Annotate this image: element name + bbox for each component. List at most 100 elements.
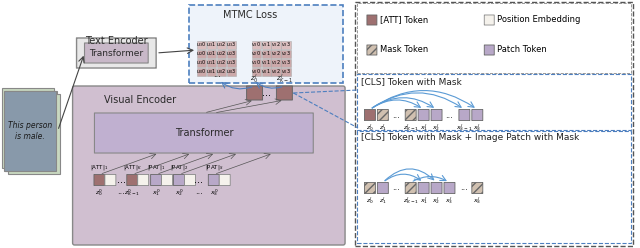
Text: This person
is male.: This person is male.	[8, 121, 52, 141]
Text: $u_13$: $u_13$	[227, 58, 236, 67]
Text: ...: ...	[117, 187, 125, 196]
Text: |PAT|$_2$: |PAT|$_2$	[170, 163, 188, 173]
Bar	[262, 50, 271, 58]
FancyBboxPatch shape	[418, 109, 429, 121]
FancyBboxPatch shape	[357, 131, 632, 243]
Text: $z_1^l$: $z_1^l$	[379, 123, 387, 133]
Text: $u_10$: $u_10$	[196, 58, 207, 67]
FancyBboxPatch shape	[405, 183, 416, 193]
FancyBboxPatch shape	[161, 175, 173, 186]
Text: $u_23$: $u_23$	[227, 49, 236, 58]
Bar	[197, 40, 206, 49]
Text: $z_0^0$: $z_0^0$	[95, 187, 104, 198]
FancyBboxPatch shape	[95, 113, 313, 153]
Text: $u_32$: $u_32$	[216, 40, 227, 49]
FancyBboxPatch shape	[444, 183, 455, 193]
Text: $u_01$: $u_01$	[207, 67, 216, 76]
Bar	[252, 50, 261, 58]
Text: $u_12$: $u_12$	[216, 58, 227, 67]
Bar	[252, 40, 261, 49]
FancyBboxPatch shape	[431, 109, 442, 121]
Text: $z_1^l$: $z_1^l$	[379, 195, 387, 206]
Bar	[217, 50, 226, 58]
Bar	[262, 67, 271, 76]
Text: $v_30$: $v_30$	[252, 40, 261, 49]
Text: Transformer: Transformer	[90, 49, 143, 58]
Text: $x_2^0$: $x_2^0$	[175, 187, 183, 198]
Bar	[197, 59, 206, 67]
Text: $x_2^l$: $x_2^l$	[433, 195, 441, 206]
Text: $x_S^0$: $x_S^0$	[209, 187, 218, 198]
Text: $u_20$: $u_20$	[196, 49, 207, 58]
FancyBboxPatch shape	[127, 175, 138, 186]
Text: $v_23$: $v_23$	[281, 49, 291, 58]
Text: $x_S^l$: $x_S^l$	[473, 195, 481, 206]
Text: $v_11$: $v_11$	[261, 58, 271, 67]
FancyBboxPatch shape	[484, 45, 494, 55]
Text: $z_{K-1}^0$: $z_{K-1}^0$	[124, 187, 140, 198]
FancyBboxPatch shape	[364, 183, 376, 193]
Text: $z_{K-1}^l$: $z_{K-1}^l$	[276, 73, 293, 86]
FancyBboxPatch shape	[484, 15, 494, 25]
FancyBboxPatch shape	[276, 86, 292, 100]
Bar	[217, 67, 226, 76]
Text: Text Encoder: Text Encoder	[85, 36, 148, 46]
Text: $v_32$: $v_32$	[271, 40, 281, 49]
Bar	[271, 40, 281, 49]
Text: $u_00$: $u_00$	[196, 67, 207, 76]
FancyBboxPatch shape	[220, 175, 230, 186]
Text: $x_{S-1}^l$: $x_{S-1}^l$	[456, 123, 472, 133]
Bar	[262, 59, 271, 67]
Text: |ATT|$_1$: |ATT|$_1$	[90, 163, 109, 173]
Text: $x_3^l$: $x_3^l$	[445, 195, 454, 206]
FancyBboxPatch shape	[77, 38, 156, 68]
Text: Position Embedding: Position Embedding	[497, 15, 580, 25]
FancyBboxPatch shape	[84, 43, 148, 63]
Text: $u_33$: $u_33$	[227, 40, 236, 49]
Bar	[8, 94, 60, 174]
Bar	[282, 67, 291, 76]
Bar	[227, 40, 236, 49]
Bar	[271, 50, 281, 58]
Text: ...: ...	[460, 184, 468, 192]
Text: ...: ...	[117, 175, 126, 185]
Bar	[227, 59, 236, 67]
Text: ...: ...	[213, 70, 221, 79]
FancyBboxPatch shape	[246, 86, 262, 100]
Bar	[197, 67, 206, 76]
Text: $v_10$: $v_10$	[252, 58, 261, 67]
Text: $x_1^l$: $x_1^l$	[419, 123, 428, 133]
Text: MTMC Loss: MTMC Loss	[223, 10, 278, 20]
FancyBboxPatch shape	[418, 183, 429, 193]
FancyBboxPatch shape	[138, 175, 148, 186]
Text: $x_2^l$: $x_2^l$	[433, 123, 441, 133]
FancyBboxPatch shape	[184, 175, 195, 186]
Bar	[271, 59, 281, 67]
Bar	[5, 91, 57, 171]
FancyBboxPatch shape	[355, 2, 634, 246]
Text: $v_01$: $v_01$	[261, 67, 271, 76]
Bar	[282, 40, 291, 49]
Text: $v_21$: $v_21$	[261, 49, 271, 58]
Text: [ATT] Token: [ATT] Token	[380, 15, 428, 25]
FancyBboxPatch shape	[378, 183, 388, 193]
Text: $z_0^l$: $z_0^l$	[366, 123, 374, 133]
Bar	[4, 91, 56, 171]
Text: $x_S^l$: $x_S^l$	[473, 123, 481, 133]
FancyBboxPatch shape	[367, 15, 377, 25]
Text: $v_33$: $v_33$	[281, 40, 291, 49]
FancyBboxPatch shape	[472, 183, 483, 193]
FancyBboxPatch shape	[357, 74, 632, 130]
FancyBboxPatch shape	[405, 109, 416, 121]
Bar	[207, 59, 216, 67]
Bar	[227, 67, 236, 76]
Text: $v_22$: $v_22$	[271, 49, 281, 58]
Bar	[2, 88, 54, 168]
Text: $u_21$: $u_21$	[207, 49, 216, 58]
Text: $u_31$: $u_31$	[207, 40, 216, 49]
Text: $v_12$: $v_12$	[271, 58, 281, 67]
Text: |PAT|$_S$: |PAT|$_S$	[205, 163, 223, 173]
Text: $x_1^l$: $x_1^l$	[419, 195, 428, 206]
FancyBboxPatch shape	[105, 175, 116, 186]
Text: $v_02$: $v_02$	[271, 67, 281, 76]
